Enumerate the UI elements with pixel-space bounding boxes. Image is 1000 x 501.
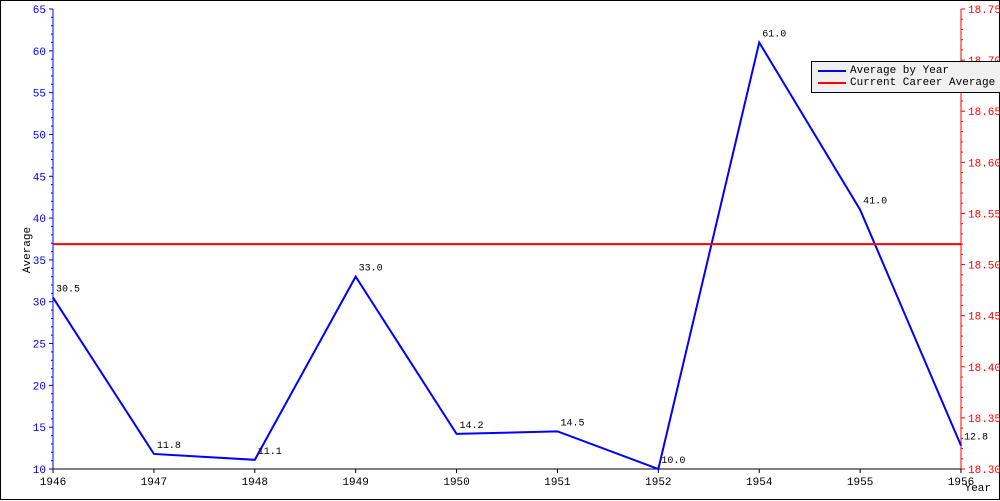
svg-text:18.55: 18.55	[968, 209, 1000, 221]
svg-text:14.2: 14.2	[460, 421, 484, 432]
svg-text:30.5: 30.5	[56, 285, 80, 296]
svg-text:40: 40	[33, 214, 46, 226]
svg-text:1951: 1951	[544, 477, 571, 489]
svg-text:1949: 1949	[342, 477, 368, 489]
svg-text:18.40: 18.40	[968, 363, 1000, 375]
svg-text:11.8: 11.8	[157, 441, 181, 452]
svg-text:18.50: 18.50	[968, 261, 1000, 273]
svg-text:20: 20	[33, 381, 46, 393]
svg-text:1950: 1950	[443, 477, 469, 489]
svg-text:1955: 1955	[847, 477, 873, 489]
svg-text:18.45: 18.45	[968, 312, 1000, 324]
svg-text:55: 55	[33, 89, 46, 101]
legend: Average by YearCurrent Career Average	[811, 61, 1000, 93]
svg-text:10.0: 10.0	[661, 456, 685, 467]
svg-text:18.35: 18.35	[968, 414, 1000, 426]
svg-text:45: 45	[33, 172, 46, 184]
svg-text:15: 15	[33, 423, 46, 435]
svg-text:18.65: 18.65	[968, 107, 1000, 119]
svg-text:30: 30	[33, 298, 46, 310]
x-axis-label: Year	[965, 483, 991, 495]
legend-label: Current Career Average	[850, 77, 995, 89]
legend-swatch	[818, 82, 846, 84]
svg-text:10: 10	[33, 465, 46, 477]
svg-text:1948: 1948	[242, 477, 268, 489]
svg-text:11.1: 11.1	[258, 447, 282, 458]
svg-text:1946: 1946	[40, 477, 66, 489]
svg-text:25: 25	[33, 340, 46, 352]
svg-text:35: 35	[33, 256, 46, 268]
svg-text:18.30: 18.30	[968, 465, 1000, 477]
svg-text:14.5: 14.5	[560, 418, 584, 429]
svg-text:1947: 1947	[141, 477, 167, 489]
svg-text:1954: 1954	[746, 477, 773, 489]
svg-text:60: 60	[33, 47, 46, 59]
svg-text:18.75: 18.75	[968, 5, 1000, 17]
legend-item: Average by Year	[818, 65, 995, 77]
svg-text:12.8: 12.8	[964, 433, 988, 444]
y-axis-label: Average	[22, 227, 34, 273]
svg-text:41.0: 41.0	[863, 197, 887, 208]
svg-text:33.0: 33.0	[359, 264, 383, 275]
legend-label: Average by Year	[850, 65, 949, 77]
legend-swatch	[818, 70, 846, 72]
svg-text:18.60: 18.60	[968, 158, 1000, 170]
svg-text:65: 65	[33, 5, 46, 17]
svg-text:61.0: 61.0	[762, 29, 786, 40]
legend-item: Current Career Average	[818, 77, 995, 89]
line-chart: 10 15 20 25 30 35 40 45 50 55 60 65 18.30 18.35 18.40 1…	[0, 0, 1000, 500]
svg-text:1952: 1952	[645, 477, 671, 489]
svg-text:50: 50	[33, 130, 46, 142]
